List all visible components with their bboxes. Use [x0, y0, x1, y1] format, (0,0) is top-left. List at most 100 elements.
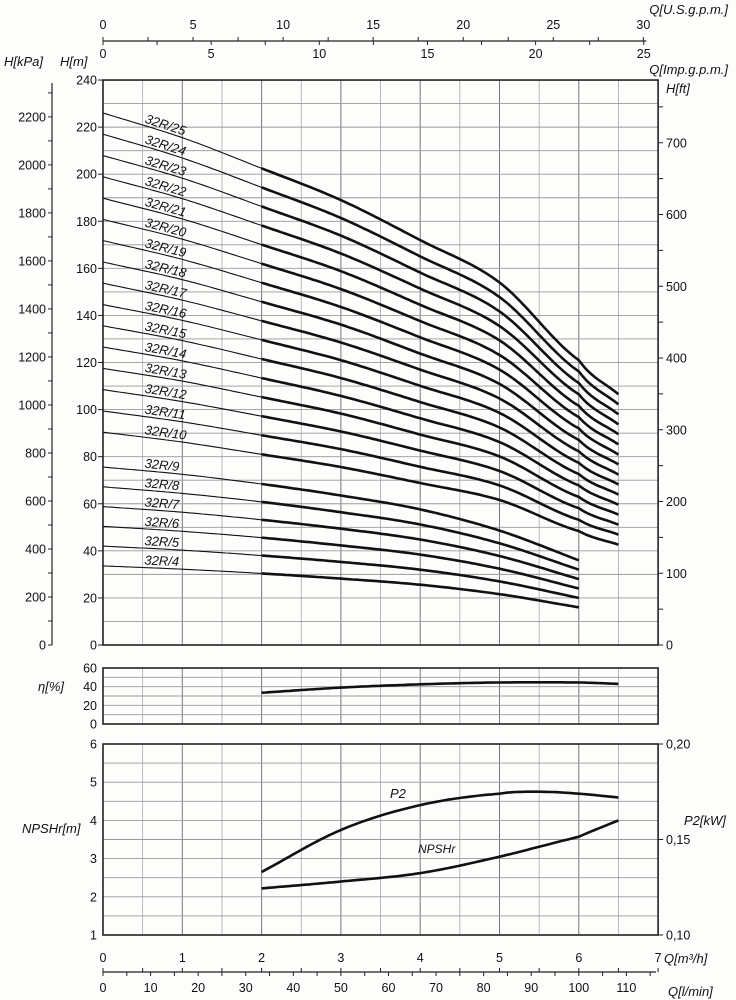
tick-label-usgpm: 25: [546, 18, 560, 32]
axis-title-h-kpa: H[kPa]: [4, 54, 43, 69]
tick-label-p2: 0,15: [666, 833, 690, 847]
axis-title-h-m: H[m]: [60, 54, 88, 69]
tick-label-h-kpa: 1200: [18, 350, 46, 364]
head-curve-32R-5: [261, 554, 580, 600]
head-curve-32R-14: [261, 376, 619, 506]
tick-label-h-m: 60: [83, 497, 97, 511]
efficiency-curve: [261, 681, 619, 694]
series-label: 32R/14: [144, 339, 188, 361]
tick-label-h-m: 20: [83, 591, 97, 605]
head-curve-32R-23: [261, 205, 620, 416]
tick-label-h-kpa: 1000: [18, 398, 46, 412]
annotation-p2: P2: [390, 786, 407, 801]
series-label: 32R/7: [144, 494, 181, 512]
head-curve-thin-32R-24: [102, 133, 262, 188]
efficiency-panel-frame: [102, 667, 659, 725]
series-label: 32R/6: [144, 514, 180, 531]
head-curve-32R-22: [261, 224, 620, 426]
head-curve-thin-32R-9: [102, 466, 262, 485]
head-curve-thin-32R-10: [102, 431, 262, 455]
tick-label-h-m: 80: [83, 450, 97, 464]
head-curve-thin-32R-5: [102, 545, 262, 557]
series-label: 32R/12: [144, 381, 189, 402]
tick-label-q-lmin: 100: [568, 981, 589, 995]
tick-label-q-lmin: 40: [286, 981, 300, 995]
tick-label-h-m: 200: [76, 168, 97, 182]
head-curve-32R-20: [261, 262, 620, 446]
tick-label-q-lmin: 10: [144, 981, 158, 995]
tick-label-npshr: 5: [90, 776, 97, 790]
annotation-npshr: NPSHr: [418, 842, 456, 856]
tick-label-h-ft: 500: [666, 280, 687, 294]
head-curve-thin-32R-18: [102, 261, 262, 303]
head-curve-thin-32R-4: [102, 565, 262, 574]
tick-label-npshr: 3: [90, 852, 97, 866]
tick-label-usgpm: 20: [456, 18, 470, 32]
tick-label-h-kpa: 0: [39, 639, 46, 653]
axis-title-npshr: NPSHr[m]: [22, 821, 81, 836]
axis-title-p2: P2[kW]: [684, 813, 726, 828]
tick-label-h-m: 40: [83, 544, 97, 558]
head-curve-32R-7: [261, 518, 580, 581]
head-curve-32R-19: [261, 281, 620, 456]
tick-label-h-kpa: 400: [25, 542, 46, 556]
tick-label-impgpm: 15: [421, 47, 435, 61]
series-label: 32R/4: [144, 553, 179, 569]
tick-label-usgpm: 15: [366, 18, 380, 32]
head-curve-thin-32R-7: [102, 506, 262, 521]
tick-label-h-kpa: 1800: [18, 206, 46, 220]
tick-label-eta: 20: [83, 699, 97, 713]
series-label: 32R/11: [144, 402, 187, 423]
tick-label-q-lmin: 20: [191, 981, 205, 995]
series-label: 32R/15: [144, 319, 189, 342]
tick-label-q-m3h: 4: [417, 951, 424, 965]
tick-label-q-lmin: 0: [100, 981, 107, 995]
head-curve-thin-32R-13: [102, 367, 262, 398]
tick-label-h-ft: 600: [666, 208, 687, 222]
tick-label-npshr: 2: [90, 890, 97, 904]
head-curve-32R-6: [261, 536, 580, 590]
series-label: 32R/10: [144, 422, 188, 442]
tick-label-h-kpa: 2000: [18, 158, 46, 172]
tick-label-impgpm: 20: [529, 47, 543, 61]
p2-curve: [260, 790, 619, 874]
axis-title-impgpm: Q[Imp.g.p.m.]: [649, 62, 728, 77]
curves: [102, 112, 620, 890]
tick-label-h-m: 220: [76, 121, 97, 135]
tick-label-h-ft: 400: [666, 352, 687, 366]
head-curve-32R-10: [261, 453, 619, 546]
head-curve-32R-17: [261, 319, 620, 476]
tick-label-h-m: 180: [76, 215, 97, 229]
series-label: 32R/17: [144, 277, 189, 301]
head-curve-thin-32R-6: [102, 525, 262, 539]
head-curve-thin-32R-12: [102, 389, 262, 417]
head-curve-32R-11: [261, 434, 619, 536]
tick-label-h-m: 160: [76, 262, 97, 276]
head-curve-thin-32R-17: [102, 282, 262, 322]
tick-label-usgpm: 0: [100, 18, 107, 32]
series-label: 32R/8: [144, 475, 181, 493]
tick-label-eta: 40: [83, 680, 97, 694]
tick-label-q-lmin: 50: [334, 981, 348, 995]
tick-label-h-kpa: 1400: [18, 302, 46, 316]
head-curve-32R-18: [261, 300, 620, 466]
tick-label-h-ft: 0: [666, 639, 673, 653]
axes: [48, 37, 664, 976]
tick-label-q-lmin: 80: [477, 981, 491, 995]
tick-label-q-m3h: 1: [179, 951, 186, 965]
tick-label-h-kpa: 1600: [18, 254, 46, 268]
tick-label-impgpm: 10: [312, 47, 326, 61]
tick-label-q-m3h: 5: [496, 951, 503, 965]
head-curve-32R-24: [261, 186, 620, 406]
tick-label-h-m: 100: [76, 403, 97, 417]
head-curve-thin-32R-19: [102, 240, 262, 284]
tick-label-q-m3h: 0: [100, 951, 107, 965]
head-curve-32R-4: [261, 572, 579, 609]
tick-label-h-ft: 200: [666, 495, 687, 509]
tick-label-npshr: 4: [90, 814, 97, 828]
tick-label-p2: 0,20: [666, 738, 690, 752]
head-curve-thin-32R-16: [102, 304, 262, 341]
axis-title-q-m3h: Q[m³/h]: [664, 951, 708, 966]
tick-label-q-m3h: 3: [337, 951, 344, 965]
labels: 0204060801001201401601802002202400200400…: [18, 18, 690, 995]
